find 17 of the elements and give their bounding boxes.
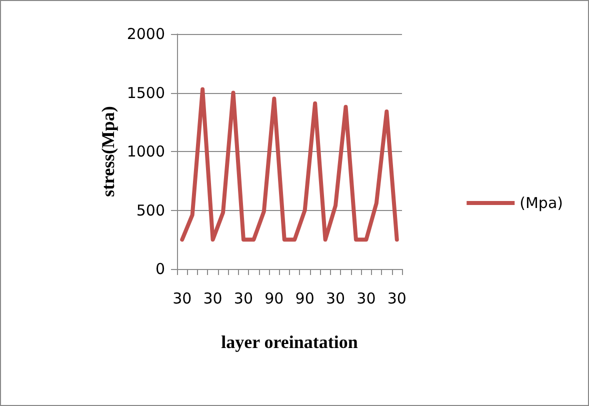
x-tick-label: 30 bbox=[203, 290, 222, 308]
y-tick-label: 1000 bbox=[126, 142, 165, 160]
y-tick-label: 0 bbox=[155, 260, 165, 278]
legend-label: (Mpa) bbox=[520, 194, 563, 212]
y-tick-label: 2000 bbox=[126, 25, 165, 43]
y-tick-label: 500 bbox=[136, 201, 165, 220]
x-tick-label: 30 bbox=[234, 290, 254, 308]
x-tick-label: 30 bbox=[356, 290, 376, 308]
x-tick-label: 90 bbox=[295, 290, 314, 308]
y-tick-label: 1500 bbox=[126, 84, 165, 102]
x-tick-label: 30 bbox=[387, 290, 406, 308]
x-axis-title: layer oreinatation bbox=[221, 332, 358, 352]
x-tick-label: 30 bbox=[326, 290, 346, 308]
y-axis-title: stress(Mpa) bbox=[98, 106, 118, 197]
x-tick-label: 30 bbox=[172, 290, 192, 308]
line-series bbox=[180, 87, 399, 242]
x-tick-label: 90 bbox=[264, 290, 284, 308]
